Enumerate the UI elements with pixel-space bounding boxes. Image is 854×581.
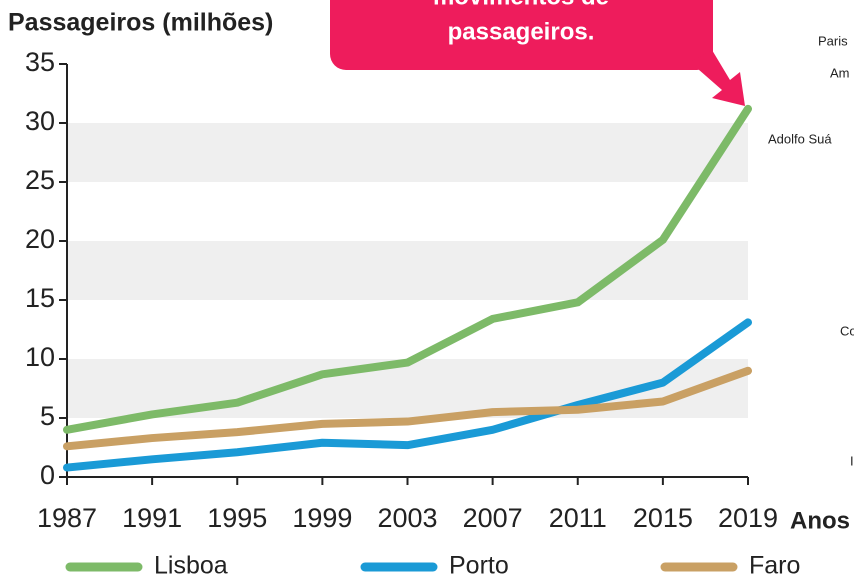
callout: movimentos de passageiros.	[330, 0, 745, 106]
line-series	[63, 366, 752, 451]
x-tick-label: 1995	[207, 503, 267, 533]
y-tick-label: 0	[40, 460, 55, 490]
x-tick-label: 1991	[122, 503, 182, 533]
chart-title: Passageiros (milhões)	[8, 9, 273, 37]
y-tick-label: 10	[25, 342, 55, 372]
line-series	[63, 318, 752, 472]
side-label: Am	[830, 65, 850, 80]
y-tick-label: 30	[25, 106, 55, 136]
grid-band	[67, 123, 748, 182]
x-tick-label: 2011	[549, 503, 607, 533]
callout-box	[330, 0, 713, 70]
line-series	[63, 104, 752, 434]
y-tick-label: 20	[25, 224, 55, 254]
side-label: Co	[840, 323, 854, 338]
legend-label: Porto	[449, 552, 509, 580]
callout-text: passageiros.	[448, 18, 595, 45]
y-tick-label: 5	[40, 401, 55, 431]
x-tick-label: 2015	[633, 503, 693, 533]
y-tick-label: 35	[25, 47, 55, 77]
side-label: Adolfo Suá	[768, 131, 832, 146]
x-tick-label: 2007	[463, 503, 523, 533]
grid-band	[67, 241, 748, 300]
legend-label: Faro	[749, 552, 800, 580]
y-tick-label: 25	[25, 165, 55, 195]
callout-arrow	[690, 50, 745, 106]
x-axis-label: Anos	[790, 507, 850, 534]
x-tick-label: 1987	[37, 503, 97, 533]
callout-text: movimentos de	[433, 0, 609, 10]
x-tick-label: 1999	[292, 503, 352, 533]
side-label: Paris	[818, 33, 848, 48]
legend-label: Lisboa	[154, 552, 228, 580]
y-tick-label: 15	[25, 283, 55, 313]
x-tick-label: 2019	[718, 503, 778, 533]
x-tick-label: 2003	[377, 503, 437, 533]
side-label: I	[850, 453, 854, 468]
